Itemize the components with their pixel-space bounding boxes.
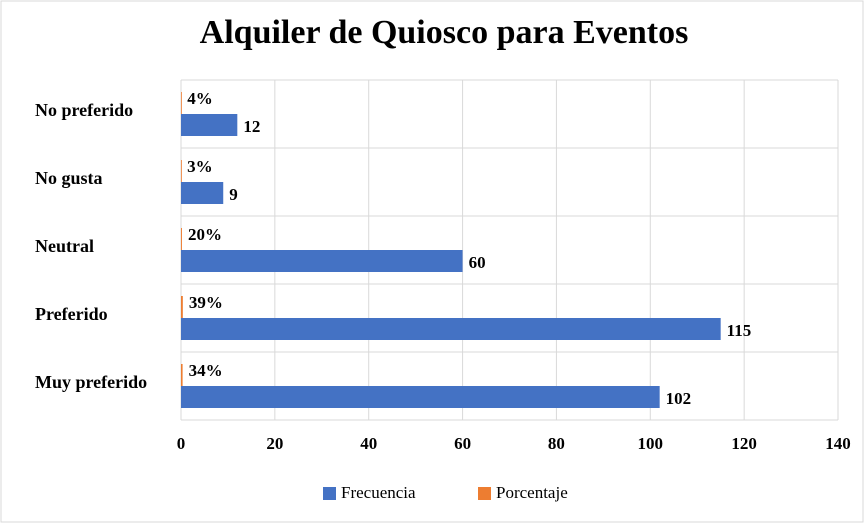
data-label: 60 [469,253,486,272]
x-tick-label: 80 [548,434,565,453]
bar [181,92,182,114]
data-label: 20% [188,225,222,244]
x-tick-label: 60 [454,434,471,453]
x-tick-label: 140 [825,434,851,453]
y-tick-label: No preferido [35,100,133,120]
data-label: 3% [187,157,213,176]
data-label: 102 [666,389,692,408]
data-label: 34% [189,361,223,380]
bar [181,318,721,340]
data-label: 39% [189,293,223,312]
x-tick-label: 0 [177,434,186,453]
bar [181,386,660,408]
x-tick-label: 120 [731,434,757,453]
data-label: 115 [727,321,752,340]
legend-swatch [478,487,491,500]
y-tick-label: Neutral [35,236,94,256]
bar [181,160,182,182]
legend-swatch [323,487,336,500]
y-tick-label: Preferido [35,304,108,324]
x-tick-label: 40 [360,434,377,453]
data-label: 4% [187,89,213,108]
y-tick-label: Muy preferido [35,372,147,392]
bar [181,296,183,318]
bar [181,114,238,136]
bar [181,182,224,204]
bar [181,250,463,272]
bar [181,228,182,250]
legend-label: Porcentaje [496,483,568,502]
chart-title: Alquiler de Quiosco para Eventos [200,14,689,51]
x-tick-label: 100 [638,434,664,453]
data-label: 12 [243,117,260,136]
bar [181,364,183,386]
data-label: 9 [229,185,238,204]
x-tick-label: 20 [266,434,283,453]
legend-label: Frecuencia [341,483,416,502]
y-tick-label: No gusta [35,168,103,188]
